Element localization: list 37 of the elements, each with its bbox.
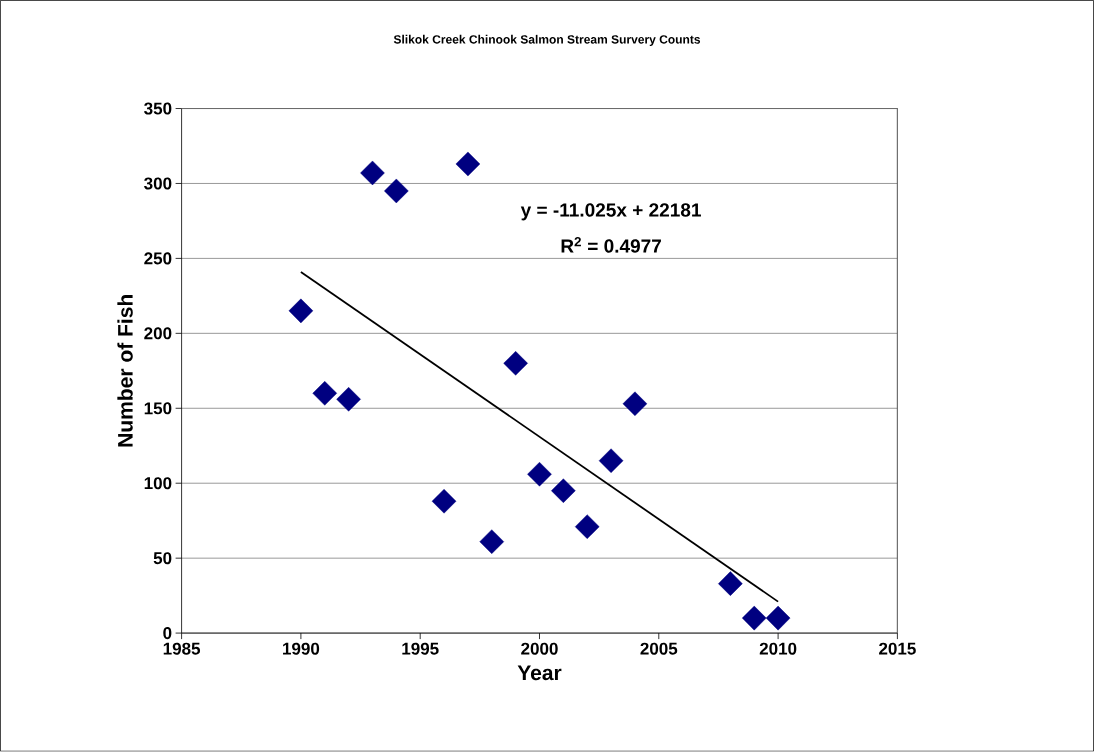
- x-tick-label: 2010: [759, 642, 797, 655]
- point: [622, 391, 648, 417]
- y-tick-label: 350: [144, 102, 172, 115]
- point: [288, 298, 314, 324]
- point: [503, 351, 528, 376]
- x-tick-label: 1995: [402, 642, 439, 655]
- y-tick-label: 250: [144, 252, 172, 265]
- x-axis-title: Year: [517, 665, 562, 681]
- x-tick-label: 2000: [521, 642, 558, 655]
- x-tick-label: 1985: [163, 642, 201, 655]
- point: [574, 514, 600, 540]
- point: [431, 489, 457, 514]
- point: [479, 529, 505, 555]
- annotation: R$^{2}$ = 0.4977: [561, 237, 661, 253]
- y-tick-label: 150: [144, 402, 172, 415]
- y-tick-label: 100: [144, 477, 172, 490]
- y-tick-label: 50: [153, 552, 172, 565]
- x-tick-label: 1990: [283, 642, 320, 655]
- point: [527, 462, 552, 487]
- point: [551, 478, 576, 504]
- x-tick-label: 2005: [640, 642, 678, 655]
- point: [384, 178, 409, 204]
- point: [598, 448, 624, 474]
- x-tick-label: 2015: [879, 642, 916, 655]
- annotation: y = -11.025x + 22181: [520, 203, 701, 221]
- y-tick-label: 0: [163, 627, 172, 640]
- y-axis-title: Number of Fish: [117, 295, 133, 447]
- point: [455, 151, 481, 177]
- chart-title: Slikok Creek Chinook Salmon Stream Survery Counts: [393, 35, 701, 47]
- point: [336, 387, 361, 412]
- point: [765, 606, 791, 631]
- point: [360, 160, 385, 186]
- point: [312, 381, 337, 406]
- y-tick-label: 300: [144, 177, 172, 190]
- point: [718, 571, 743, 597]
- point: [742, 606, 767, 631]
- y-tick-label: 200: [144, 327, 172, 340]
